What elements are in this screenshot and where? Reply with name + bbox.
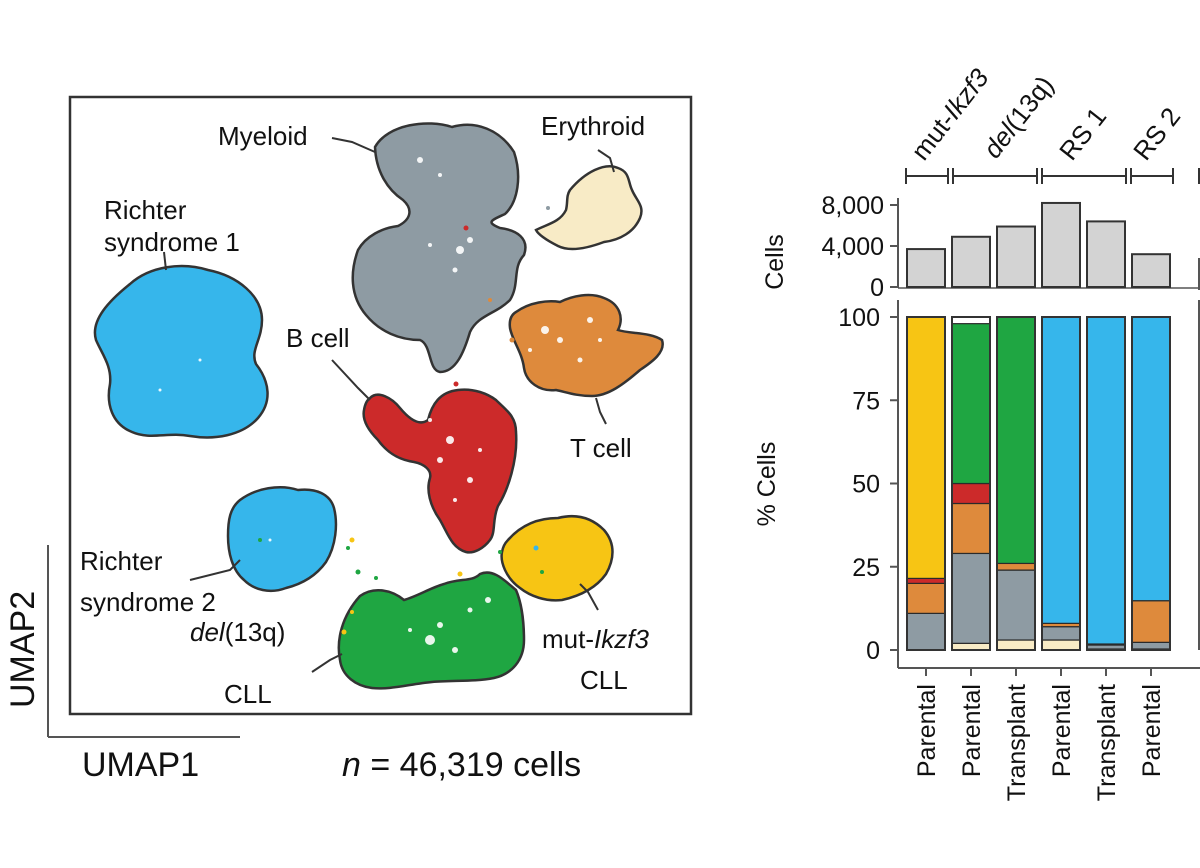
label-mut-ikzf3-line1: mut-Ikzf3: [542, 624, 649, 654]
pct-y-tick-label: 75: [852, 387, 880, 415]
pct-bar-segment: [1041, 626, 1081, 641]
pct-stacked-bars: [906, 316, 1171, 651]
cells-bar: [951, 235, 991, 288]
pct-bar-segment: [906, 577, 946, 585]
label-richter-syndrome-2-line1: Richter: [80, 546, 163, 576]
label-mut-ikzf3-line2: CLL: [580, 665, 628, 695]
pct-y-tick-label: 50: [852, 471, 880, 499]
pct-bar-segment: [1131, 316, 1171, 602]
pct-bar-segment: [951, 552, 991, 644]
cluster-b-cell: [362, 388, 518, 554]
x-category-label: Parental: [958, 684, 986, 777]
pct-y-tick-label: 25: [852, 554, 880, 582]
cells-bar: [906, 248, 946, 288]
pct-bar-segment: [906, 316, 946, 580]
umap-panel: UMAP1 UMAP2 n = 46,319 cells: [4, 95, 693, 784]
cells-bar: [996, 225, 1036, 288]
label-richter-syndrome-2-line2: syndrome 2: [80, 587, 216, 617]
label-myeloid: Myeloid: [218, 121, 308, 151]
pct-bar-segment: [1131, 600, 1171, 643]
pct-bar-segment: [1131, 641, 1171, 650]
pct-bar-segment: [906, 582, 946, 614]
pct-bar-segment: [996, 639, 1036, 651]
pct-y-ticks: 100 75 50 25 0: [838, 304, 898, 665]
cluster-leader-lines: [163, 137, 615, 673]
pct-bar-outline: [1131, 316, 1171, 651]
pct-bar-segment: [996, 562, 1036, 571]
group-brackets: [905, 168, 1200, 184]
cell-count: n = 46,319 cells: [342, 746, 581, 784]
cluster-erythroid: [534, 165, 643, 251]
x-category-labels: Parental Parental Transplant Parental Transp…: [913, 668, 1166, 801]
label-del13q-line2: CLL: [224, 679, 272, 709]
cells-y-ticks: 8,000 4,000 0: [821, 192, 898, 302]
pct-y-tick-label: 100: [838, 304, 880, 332]
pct-bar-segment: [996, 569, 1036, 641]
cells-bars: [906, 201, 1171, 288]
cells-y-tick-label: 0: [870, 274, 884, 302]
umap-speckles: [158, 157, 602, 653]
pct-y-label: % Cells: [753, 442, 781, 527]
label-b-cell: B cell: [286, 323, 350, 353]
pct-bar-segment: [951, 482, 991, 505]
cluster-del13q-cll: [337, 571, 526, 690]
x-category-label: Parental: [1138, 684, 1166, 777]
cells-bar: [1086, 220, 1126, 288]
group-label-mut-ikzf3: mut-Ikzf3: [905, 63, 995, 166]
pct-bar-segment: [996, 316, 1036, 565]
cluster-t-cell: [508, 293, 664, 398]
umap1-label: UMAP1: [82, 746, 199, 784]
pct-bar-segment: [951, 502, 991, 555]
cluster-richter-syndrome-2: [226, 486, 338, 592]
x-category-label: Parental: [1048, 684, 1076, 777]
pct-bar-outline: [951, 316, 991, 651]
x-category-label: Transplant: [1093, 684, 1121, 801]
cells-y-label: Cells: [761, 234, 789, 290]
label-erythroid: Erythroid: [541, 111, 645, 141]
x-category-label: Transplant: [1003, 684, 1031, 801]
cells-y-tick-label: 4,000: [821, 233, 884, 261]
pct-bar-segment: [1086, 316, 1126, 645]
pct-bar-segment: [1041, 316, 1081, 624]
label-richter-syndrome-1-line1: Richter: [104, 195, 187, 225]
group-label-rs1: RS 1: [1053, 102, 1112, 166]
pct-bar-outline: [1086, 316, 1126, 651]
bar-panel: mut-Ikzf3 del(13q) RS 1 RS 2 Cells 8,000…: [753, 63, 1200, 801]
pct-y-tick-label: 0: [866, 637, 880, 665]
cells-bar: [1041, 201, 1081, 288]
pct-bar-outline: [996, 316, 1036, 651]
label-del13q-line1: del(13q): [190, 617, 285, 647]
pct-bar-segment: [951, 323, 991, 485]
cells-y-tick-label: 8,000: [821, 192, 884, 220]
x-category-label: Parental: [913, 684, 941, 777]
pct-bar-outline: [1041, 316, 1081, 651]
label-t-cell: T cell: [570, 433, 632, 463]
group-label-rs2: RS 2: [1127, 102, 1186, 166]
label-richter-syndrome-1-line2: syndrome 1: [104, 227, 240, 257]
umap-stray-cells: [258, 206, 550, 635]
pct-bar-segment: [1041, 639, 1081, 651]
pct-bar-outline: [906, 316, 946, 651]
umap2-label: UMAP2: [4, 591, 42, 708]
cluster-myeloid: [351, 122, 527, 374]
pct-bar-segment: [906, 612, 946, 651]
cluster-richter-syndrome-1: [93, 264, 269, 439]
cells-bar: [1131, 253, 1171, 288]
